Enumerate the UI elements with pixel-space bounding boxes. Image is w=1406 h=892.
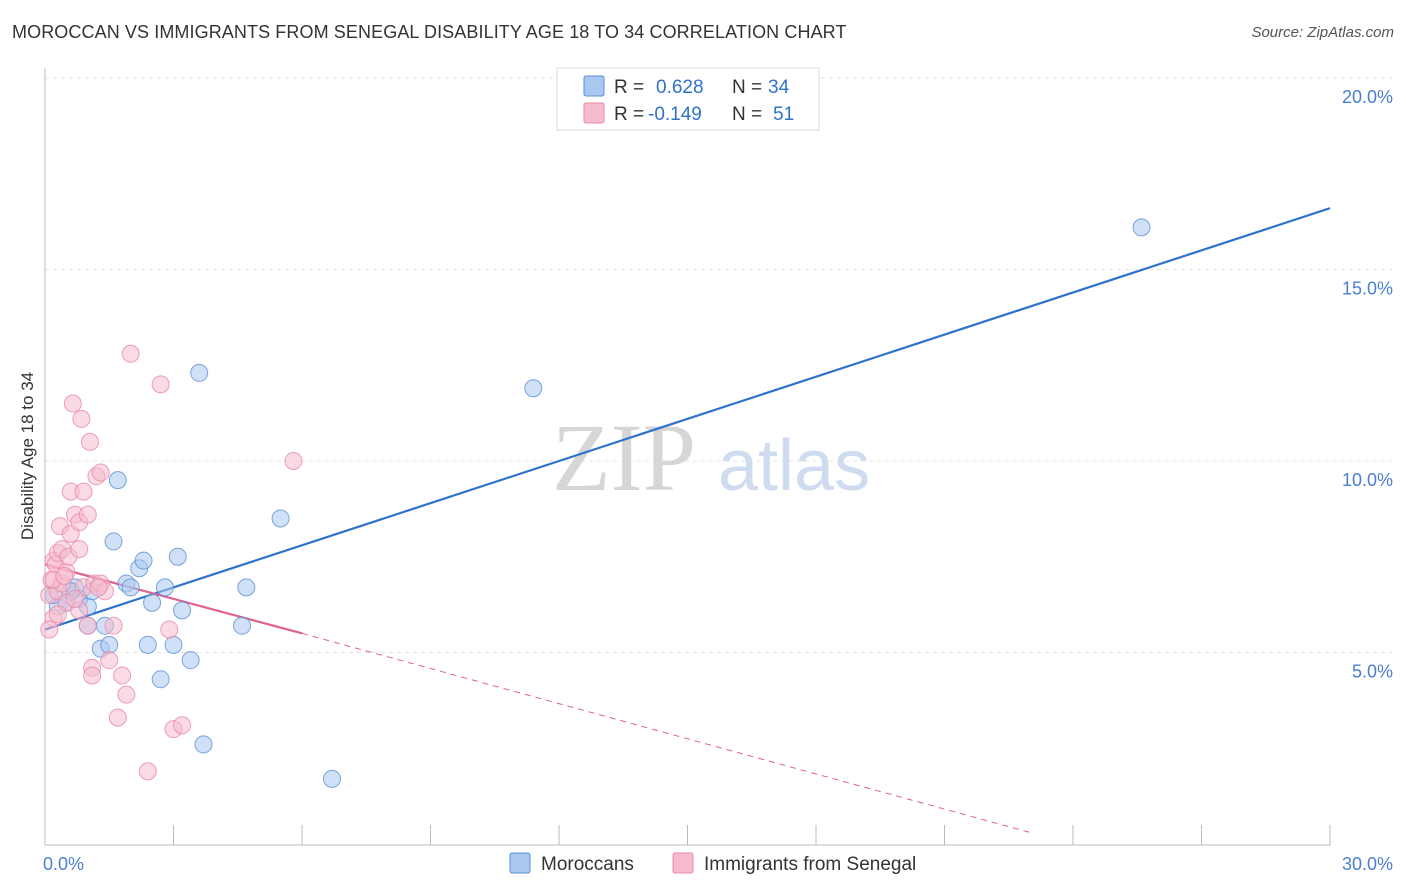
legend-r-value: -0.149 <box>648 104 702 125</box>
senegal-point <box>113 666 132 685</box>
chart-title: MOROCCAN VS IMMIGRANTS FROM SENEGAL DISA… <box>12 22 847 42</box>
moroccans-point <box>190 363 209 382</box>
legend-swatch-moroccans <box>583 75 605 97</box>
senegal-point <box>121 344 140 363</box>
x-tick-labels: 0.0% 30.0% <box>43 854 1393 874</box>
senegal-point <box>160 620 179 639</box>
senegal-point <box>40 620 59 639</box>
y-tick-label: 20.0% <box>1342 87 1393 107</box>
moroccans-point <box>181 651 200 670</box>
senegal-point <box>89 578 108 597</box>
legend-n-label: N = <box>732 104 762 125</box>
y-tick-label: 5.0% <box>1352 662 1393 682</box>
y-tick-label: 15.0% <box>1342 279 1393 299</box>
legend-swatch-moroccans <box>509 852 531 874</box>
senegal-point <box>104 616 123 635</box>
senegal-point <box>284 452 303 470</box>
legend-label-senegal: Immigrants from Senegal <box>704 854 916 875</box>
source-label: Source: ZipAtlas.com <box>1251 24 1394 41</box>
senegal-point <box>55 566 74 585</box>
moroccans-point <box>143 593 162 612</box>
series-legend: Moroccans Immigrants from Senegal <box>509 852 916 875</box>
senegal-point <box>63 394 82 413</box>
moroccans-point <box>237 578 256 597</box>
senegal-point <box>48 605 67 624</box>
senegal-point <box>173 716 192 735</box>
moroccans-trendline <box>44 207 1331 631</box>
moroccans-point <box>104 532 123 551</box>
moroccans-point <box>322 769 341 788</box>
moroccans-point <box>138 635 157 654</box>
moroccans-point <box>271 509 290 528</box>
stats-legend: R = 0.628 N = 34 R = -0.149 N = 51 <box>556 67 820 131</box>
grid-lines <box>45 77 1392 653</box>
legend-swatch-senegal <box>583 102 605 124</box>
trendlines <box>44 207 1331 833</box>
senegal-point <box>78 616 97 635</box>
legend-swatch-senegal <box>672 852 694 874</box>
senegal-point <box>80 432 99 451</box>
legend-r-value: 0.628 <box>656 77 704 98</box>
legend-n-value: 34 <box>768 77 790 98</box>
moroccans-point <box>168 547 187 566</box>
y-axis-label: Disability Age 18 to 34 <box>18 372 37 540</box>
moroccans-point <box>164 635 183 654</box>
senegal-trendline <box>44 563 303 635</box>
legend-n-value: 51 <box>773 104 794 125</box>
legend-r-label: R = <box>614 77 644 98</box>
watermark-atlas: atlas <box>718 426 870 506</box>
x-tick-label: 0.0% <box>43 854 84 874</box>
moroccans-point <box>108 471 127 490</box>
senegal-point <box>78 505 97 524</box>
senegal-trendline-extension <box>301 632 1031 833</box>
moroccans-point <box>151 670 170 689</box>
watermark-zip: ZIP <box>552 404 696 511</box>
senegal-point <box>91 463 110 482</box>
moroccans-point <box>524 379 543 398</box>
axes <box>44 68 1331 846</box>
senegal-point <box>108 708 127 727</box>
moroccans-point <box>194 735 213 754</box>
senegal-point <box>117 685 136 704</box>
senegal-point <box>151 375 170 394</box>
senegal-point <box>74 482 93 501</box>
moroccans-point <box>233 616 252 635</box>
senegal-point <box>65 589 84 608</box>
moroccans-point <box>155 578 174 597</box>
legend-n-label: N = <box>732 77 762 98</box>
y-tick-label: 10.0% <box>1342 470 1393 490</box>
moroccans-point <box>121 578 140 597</box>
moroccans-point <box>173 601 192 620</box>
senegal-point <box>138 762 157 781</box>
y-tick-labels: 5.0% 10.0% 15.0% 20.0% <box>1342 87 1393 682</box>
legend-label-moroccans: Moroccans <box>541 854 634 875</box>
senegal-point <box>70 540 89 559</box>
senegal-point <box>100 651 119 670</box>
x-tick-label: 30.0% <box>1342 854 1393 874</box>
senegal-point <box>72 409 91 428</box>
senegal-point <box>83 666 102 685</box>
data-points <box>40 218 1151 788</box>
legend-r-label: R = <box>614 104 644 125</box>
moroccans-point <box>134 551 153 570</box>
watermark: ZIP atlas <box>552 404 870 511</box>
moroccans-point <box>1132 218 1151 237</box>
moroccans-point <box>100 635 119 654</box>
